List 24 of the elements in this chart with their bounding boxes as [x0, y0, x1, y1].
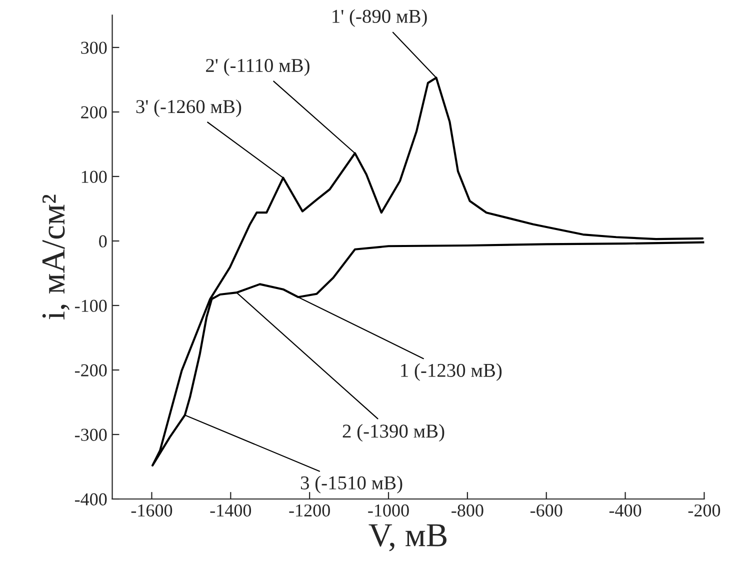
x-axis-title: V, мВ: [368, 524, 446, 552]
x-tick-label: -1400: [210, 504, 252, 517]
x-tick-label: -800: [452, 504, 484, 517]
y-axis-title: i, мА/см²: [42, 194, 70, 320]
annotation: 2 (-1390 мВ): [342, 424, 444, 442]
annotation: 3' (-1260 мВ): [136, 100, 242, 118]
y-tick-label: -300: [74, 428, 107, 441]
x-tick-label: -600: [530, 504, 562, 517]
x-tick-label: -1600: [131, 504, 172, 517]
y-tick-label: 300: [81, 42, 107, 54]
y-tick-label: 200: [81, 106, 107, 118]
x-tick-label: -200: [688, 504, 720, 517]
y-tick-label: 100: [82, 170, 107, 183]
x-tick-label: -1000: [368, 504, 409, 517]
y-tick-label: -200: [74, 364, 107, 376]
annotation: 2' (-1110 мВ): [206, 58, 310, 76]
y-tick-label: -400: [74, 493, 107, 506]
x-tick-label: -1200: [289, 504, 330, 517]
y-tick-label: -100: [74, 300, 107, 312]
y-tick-label: 0: [99, 235, 107, 248]
annotation: 3 (-1510 мВ): [300, 476, 402, 494]
annotation: 1' (-890 мВ): [332, 9, 427, 27]
annotation: 1 (-1230 мВ): [401, 363, 502, 381]
x-tick-label: -400: [609, 504, 642, 517]
